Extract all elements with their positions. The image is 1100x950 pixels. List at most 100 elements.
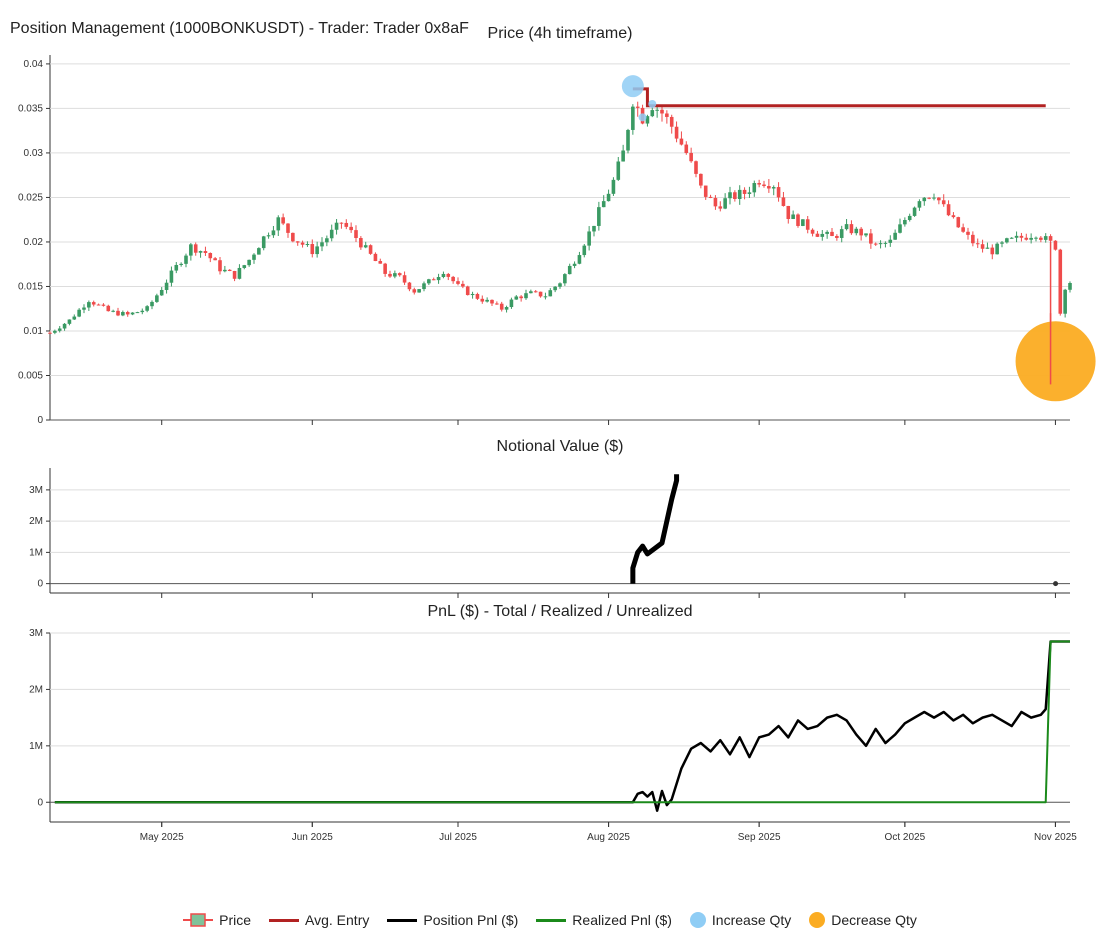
candle-body <box>266 235 271 237</box>
candle-body <box>164 282 169 290</box>
panel-title: Notional Value ($) <box>497 438 624 455</box>
y-tick-label: 0.005 <box>18 370 43 381</box>
legend-label: Realized Pnl ($) <box>572 912 672 928</box>
candle-body <box>553 286 557 291</box>
candle-body <box>844 224 849 230</box>
legend-item-decrease-qty[interactable]: Decrease Qty <box>809 912 917 928</box>
candle-body <box>791 214 795 219</box>
candle-body <box>67 319 72 324</box>
candle-body <box>835 235 839 238</box>
y-tick-label: 2M <box>29 684 43 695</box>
candle-body <box>946 204 951 216</box>
candle-body <box>912 207 917 216</box>
candle-body <box>354 230 358 239</box>
candle-body <box>878 243 883 245</box>
candle-body <box>893 232 897 240</box>
candle-body <box>606 193 611 202</box>
candle-body <box>276 217 281 231</box>
legend-item-position-pnl[interactable]: Position Pnl ($) <box>387 912 518 928</box>
price-panel: 0 0.005 0.01 0.015 0.02 0.025 0.03 0.035 0.04 Pri… <box>18 25 1096 426</box>
candle-body <box>985 247 990 249</box>
candle-body <box>718 206 723 209</box>
candle-icon <box>183 913 214 927</box>
candle-body <box>990 247 995 255</box>
candle-body <box>393 273 397 277</box>
candle-body <box>1029 237 1033 240</box>
candle-body <box>397 273 402 276</box>
legend-item-increase-qty[interactable]: Increase Qty <box>689 912 791 928</box>
candle-body <box>135 312 140 314</box>
candle-body <box>291 232 295 242</box>
candle-body <box>514 296 519 300</box>
candle-body <box>548 290 553 297</box>
candle-body <box>96 304 101 306</box>
candle-body <box>956 217 961 228</box>
candle-body <box>524 293 528 299</box>
candle-body <box>169 270 174 283</box>
increase-marker <box>621 75 644 98</box>
candle-body <box>572 263 577 266</box>
legend-label: Avg. Entry <box>305 912 370 928</box>
pnl-panel: 0 1M 2M 3M PnL ($) - Total / Realized / Unre… <box>29 603 1070 827</box>
dot-swatch-icon <box>689 912 706 928</box>
candle-body <box>247 259 251 266</box>
x-axis: May 2025 Jun 2025 Jul 2025 Aug 2025 Sep 2025… <box>140 822 1077 843</box>
candle-body <box>927 197 931 199</box>
candle-body <box>747 192 752 194</box>
x-tick-label: May 2025 <box>140 832 184 843</box>
candle-body <box>616 161 621 180</box>
y-tick-label: 0.01 <box>24 326 44 337</box>
candle-body <box>509 299 514 308</box>
candle-body <box>558 283 562 287</box>
candle-body <box>684 144 689 153</box>
y-tick-label: 1M <box>29 547 43 558</box>
candle-body <box>898 224 902 233</box>
x-tick-label: Jun 2025 <box>292 832 334 843</box>
candle-body <box>873 243 878 245</box>
candle-body <box>359 238 363 248</box>
candle-body <box>937 197 941 201</box>
candle-body <box>368 245 373 254</box>
legend-item-avg-entry[interactable]: Avg. Entry <box>269 912 369 928</box>
candle-body <box>975 243 980 245</box>
candle-body <box>1048 236 1053 241</box>
candle-body <box>261 236 266 249</box>
y-tick-label: 0.03 <box>24 148 44 159</box>
candle-body <box>383 263 387 274</box>
legend-item-price[interactable]: Price <box>183 912 251 928</box>
candle-body <box>917 201 922 208</box>
candle-body <box>538 291 543 297</box>
candle-body <box>125 312 130 315</box>
candle-body <box>208 253 213 259</box>
candle-body <box>961 227 965 232</box>
candle-body <box>155 295 159 302</box>
candle-body <box>48 332 52 334</box>
candle-body <box>689 152 693 162</box>
candle-body <box>529 291 533 294</box>
candle-body <box>310 244 315 255</box>
candle-body <box>465 286 470 296</box>
y-tick-label: 0 <box>37 415 43 426</box>
candle-body <box>679 138 684 145</box>
line-swatch-icon <box>387 918 418 922</box>
candle-body <box>57 328 62 331</box>
candle-body <box>825 231 829 234</box>
legend-label: Price <box>219 912 252 928</box>
candle-body <box>577 255 582 264</box>
candle-body <box>329 229 334 239</box>
realized-pnl-line <box>54 640 1070 804</box>
candle-body <box>650 110 655 117</box>
candle-body <box>334 222 339 230</box>
x-tick-label: Sep 2025 <box>738 832 781 843</box>
candle-body <box>854 228 859 234</box>
candle-body <box>174 264 179 271</box>
increase-marker <box>638 113 647 122</box>
candle-body <box>519 296 523 299</box>
candle-body <box>849 224 854 234</box>
legend-item-realized-pnl[interactable]: Realized Pnl ($) <box>536 912 672 928</box>
candle-body <box>315 246 319 255</box>
candle-body <box>805 219 810 230</box>
candle-body <box>869 233 873 244</box>
candle-body <box>941 200 946 205</box>
candle-body <box>87 302 91 308</box>
